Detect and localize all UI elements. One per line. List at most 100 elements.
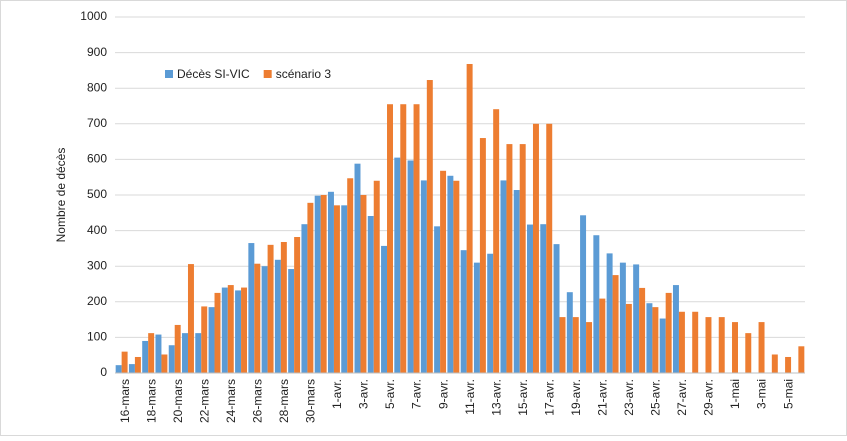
bar xyxy=(572,317,579,373)
x-tick-label: 28-mars xyxy=(277,379,291,423)
x-tick-label: 5-mai xyxy=(781,379,795,409)
x-tick-label: 21-avr. xyxy=(595,379,609,416)
y-tick-label: 800 xyxy=(87,80,107,94)
legend-swatch xyxy=(263,70,272,78)
bar xyxy=(314,195,321,373)
bar xyxy=(241,287,248,373)
bar xyxy=(619,262,626,373)
bar xyxy=(214,292,221,373)
y-axis-label: Nombre de décès xyxy=(54,148,68,243)
bar xyxy=(652,307,659,373)
bar xyxy=(347,178,354,373)
bar xyxy=(155,334,162,373)
bar xyxy=(460,250,467,373)
bar xyxy=(500,180,507,373)
x-tick-label: 27-avr. xyxy=(675,379,689,416)
bar xyxy=(115,365,122,373)
bar xyxy=(599,298,606,373)
bar xyxy=(187,264,194,373)
bar xyxy=(493,109,500,373)
bar xyxy=(121,351,128,373)
bar xyxy=(354,163,361,373)
bar xyxy=(672,285,679,373)
bar xyxy=(420,180,427,373)
x-tick-label: 23-avr. xyxy=(622,379,636,416)
bar xyxy=(381,245,388,373)
y-tick-label: 500 xyxy=(87,187,107,201)
bar xyxy=(580,215,587,373)
x-tick-label: 13-avr. xyxy=(489,379,503,416)
bar xyxy=(606,253,613,373)
y-tick-label: 700 xyxy=(87,116,107,130)
bar xyxy=(705,317,712,373)
bar xyxy=(527,224,533,373)
bar xyxy=(473,262,480,373)
x-tick-label: 9-avr. xyxy=(436,379,450,409)
y-tick-label: 900 xyxy=(87,45,107,59)
bar xyxy=(128,364,135,373)
bar xyxy=(182,333,188,373)
bar xyxy=(453,180,460,373)
bar xyxy=(407,160,414,373)
bar xyxy=(546,123,553,373)
x-tick-label: 3-mai xyxy=(755,379,769,409)
x-tick-label: 17-avr. xyxy=(542,379,556,416)
x-tick-label: 1-avr. xyxy=(330,379,344,409)
bar xyxy=(559,317,566,373)
bar xyxy=(612,275,619,373)
x-tick-label: 1-mai xyxy=(728,379,742,409)
x-tick-label: 3-avr. xyxy=(357,379,371,409)
bar xyxy=(174,324,181,373)
x-tick-label: 19-avr. xyxy=(569,379,583,416)
x-tick-label: 20-mars xyxy=(171,379,185,423)
bar xyxy=(440,170,447,373)
bar xyxy=(532,123,539,373)
bar xyxy=(758,322,765,373)
y-tick-label: 600 xyxy=(87,152,107,166)
bar xyxy=(678,311,685,373)
x-tick-label: 24-mars xyxy=(224,379,238,423)
bar xyxy=(142,340,149,373)
bar xyxy=(426,80,433,374)
bar xyxy=(161,354,168,373)
bar xyxy=(639,287,646,373)
y-tick-label: 0 xyxy=(100,365,107,379)
bar xyxy=(519,144,526,373)
legend-label: Décès SI-VIC xyxy=(177,67,250,81)
bar xyxy=(785,356,792,373)
bar xyxy=(732,322,738,373)
bar xyxy=(201,306,208,373)
x-tick-label: 26-mars xyxy=(250,379,264,423)
y-tick-label: 400 xyxy=(87,223,107,237)
bar xyxy=(665,292,672,373)
bar xyxy=(506,144,513,373)
bar xyxy=(148,333,155,373)
bar xyxy=(373,180,380,373)
legend-label: scénario 3 xyxy=(276,67,332,81)
bar xyxy=(195,333,202,373)
bar xyxy=(248,243,255,373)
x-tick-label: 18-mars xyxy=(144,379,158,423)
bar xyxy=(487,253,494,373)
y-tick-label: 200 xyxy=(87,294,107,308)
x-tick-label: 29-avr. xyxy=(702,379,716,416)
bar xyxy=(771,354,778,373)
bar xyxy=(394,157,401,373)
bar xyxy=(466,63,473,373)
bar xyxy=(413,104,420,373)
x-tick-label: 15-avr. xyxy=(516,379,530,416)
bar xyxy=(387,104,393,373)
bar xyxy=(301,224,308,373)
bar xyxy=(447,175,454,373)
bar xyxy=(479,138,486,373)
bar xyxy=(168,345,175,373)
bar xyxy=(320,195,327,373)
bar xyxy=(261,266,268,373)
bar xyxy=(400,104,407,373)
bar xyxy=(227,285,234,373)
bar xyxy=(208,307,215,373)
bar xyxy=(718,317,725,373)
y-tick-label: 300 xyxy=(87,258,107,272)
bar xyxy=(267,244,274,373)
